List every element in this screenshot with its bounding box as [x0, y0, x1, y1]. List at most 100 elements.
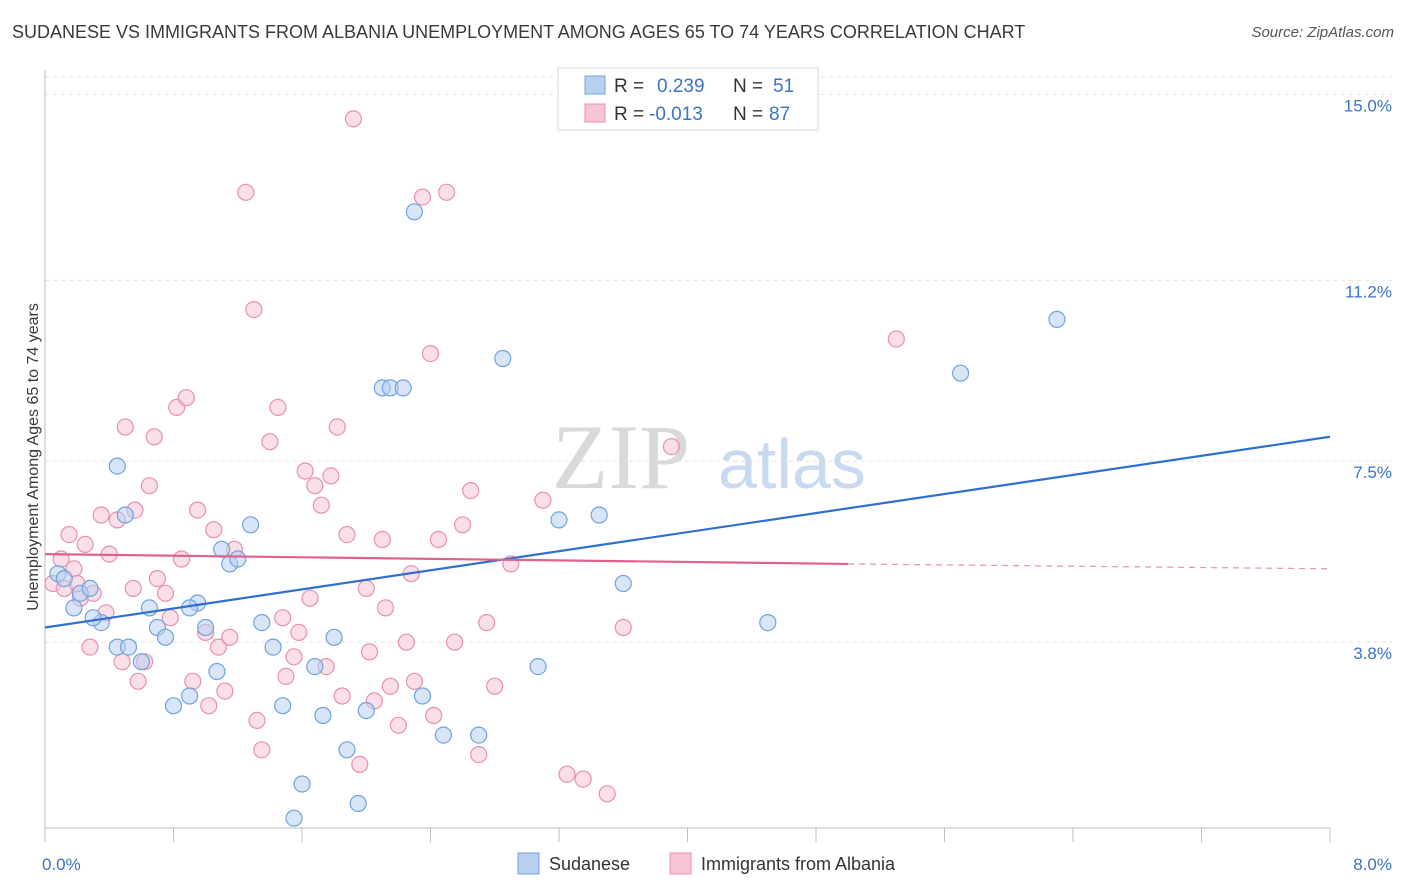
- bottom-legend-albania: Immigrants from Albania: [701, 854, 896, 874]
- albania-point-38: [322, 467, 340, 485]
- albania-point-10: [116, 418, 134, 436]
- y-tick-label-1: 7.5%: [1353, 463, 1392, 482]
- albania-point-63: [598, 785, 616, 803]
- albania-point-14: [140, 477, 158, 495]
- albania-point-62: [558, 765, 576, 783]
- albania-point-85: [425, 706, 443, 725]
- albania-point-65: [662, 438, 681, 456]
- albania-point-32: [277, 667, 295, 686]
- sudanese-point-8: [132, 653, 150, 671]
- albania-point-16: [156, 584, 175, 602]
- albania-point-39: [328, 418, 346, 436]
- sudanese-point-4: [81, 579, 99, 598]
- albania-point-30: [261, 433, 279, 451]
- albania-point-43: [357, 579, 375, 598]
- albania-point-74: [172, 550, 191, 568]
- sudanese-point-18: [229, 550, 247, 568]
- source-label: Source: ZipAtlas.com: [1251, 24, 1394, 41]
- albania-point-42: [351, 755, 369, 774]
- albania-point-46: [381, 677, 399, 695]
- albania-point-23: [205, 521, 223, 539]
- sudanese-point-20: [253, 613, 271, 632]
- sudanese-trend-line: [44, 435, 1331, 629]
- axes: [44, 70, 1331, 842]
- legend-n-label-1: N =: [733, 76, 763, 97]
- albania-point-83: [376, 599, 395, 617]
- sudanese-point-22: [274, 697, 292, 715]
- y-tick-label-3: 15.0%: [1344, 96, 1392, 115]
- albania-point-20: [184, 672, 202, 690]
- albania-point-55: [454, 516, 472, 534]
- albania-point-28: [245, 301, 263, 319]
- albania-point-45: [373, 530, 391, 549]
- legend-r-label-2: R =: [614, 104, 644, 125]
- albania-point-67: [60, 525, 78, 544]
- legend-n-label-2: N =: [733, 104, 763, 125]
- legend-r-label-1: R =: [614, 76, 644, 97]
- albania-point-59: [486, 677, 504, 695]
- sudanese-point-43: [759, 613, 777, 632]
- legend-n-value-1: 51: [773, 76, 794, 97]
- albania-point-27: [237, 183, 255, 201]
- albania-point-41: [344, 110, 362, 128]
- albania-point-33: [285, 648, 303, 666]
- albania-point-57: [470, 745, 488, 764]
- albania-point-19: [177, 389, 195, 407]
- sudanese-point-40: [550, 511, 568, 529]
- albania-point-25: [216, 682, 234, 700]
- albania-point-64: [614, 618, 632, 637]
- bottom-legend-sudanese: Sudanese: [549, 854, 630, 874]
- albania-point-61: [534, 491, 552, 509]
- albania-point-51: [421, 345, 440, 363]
- sudanese-point-7: [119, 638, 138, 656]
- albania-point-5: [76, 535, 94, 554]
- sudanese-point-50: [213, 540, 231, 558]
- trend-lines: [44, 435, 1331, 629]
- sudanese-point-37: [470, 726, 488, 744]
- albania-trend-line: [44, 553, 849, 566]
- sudanese-point-35: [413, 687, 432, 705]
- sudanese-point-42: [614, 574, 632, 593]
- albania-point-50: [413, 188, 432, 206]
- albania-point-76: [221, 628, 239, 646]
- series-albania-points: [44, 110, 905, 803]
- albania-point-40: [338, 525, 356, 544]
- sudanese-point-16: [208, 662, 226, 681]
- albania-point-36: [306, 477, 324, 495]
- y-tick-label-0: 3.8%: [1353, 644, 1392, 663]
- sudanese-point-33: [394, 379, 412, 397]
- sudanese-point-28: [338, 741, 356, 759]
- sudanese-point-34: [405, 203, 423, 221]
- sudanese-point-26: [314, 706, 332, 725]
- sudanese-point-15: [197, 618, 215, 637]
- sudanese-point-46: [108, 457, 126, 475]
- albania-point-79: [301, 589, 319, 607]
- sudanese-point-12: [164, 697, 183, 715]
- legend-swatch-albania: [584, 103, 606, 123]
- sudanese-point-36: [434, 726, 452, 744]
- top-legend: R = 0.239 N = 51 R = -0.013 N = 87: [557, 67, 819, 131]
- sudanese-point-45: [1048, 310, 1066, 328]
- albania-point-35: [296, 462, 314, 480]
- albania-point-37: [312, 496, 330, 514]
- albania-point-82: [360, 643, 379, 661]
- sudanese-point-11: [156, 628, 175, 646]
- albania-point-12: [129, 672, 147, 690]
- albania-point-86: [574, 770, 592, 788]
- albania-point-24: [209, 638, 228, 656]
- sudanese-point-13: [181, 687, 199, 705]
- albania-point-73: [145, 428, 163, 446]
- sudanese-point-27: [325, 628, 343, 646]
- sudanese-point-39: [529, 657, 547, 676]
- sudanese-point-30: [357, 701, 375, 720]
- sudanese-point-41: [590, 506, 608, 524]
- albania-point-11: [124, 579, 142, 598]
- albania-point-29: [253, 741, 271, 759]
- sudanese-point-19: [242, 516, 260, 534]
- bottom-legend: Sudanese Immigrants from Albania: [517, 852, 896, 875]
- albania-point-54: [446, 633, 464, 651]
- y-tick-labels: 3.8% 7.5% 11.2% 15.0%: [1344, 96, 1392, 663]
- albania-point-71: [113, 653, 131, 671]
- sudanese-point-29: [349, 794, 367, 813]
